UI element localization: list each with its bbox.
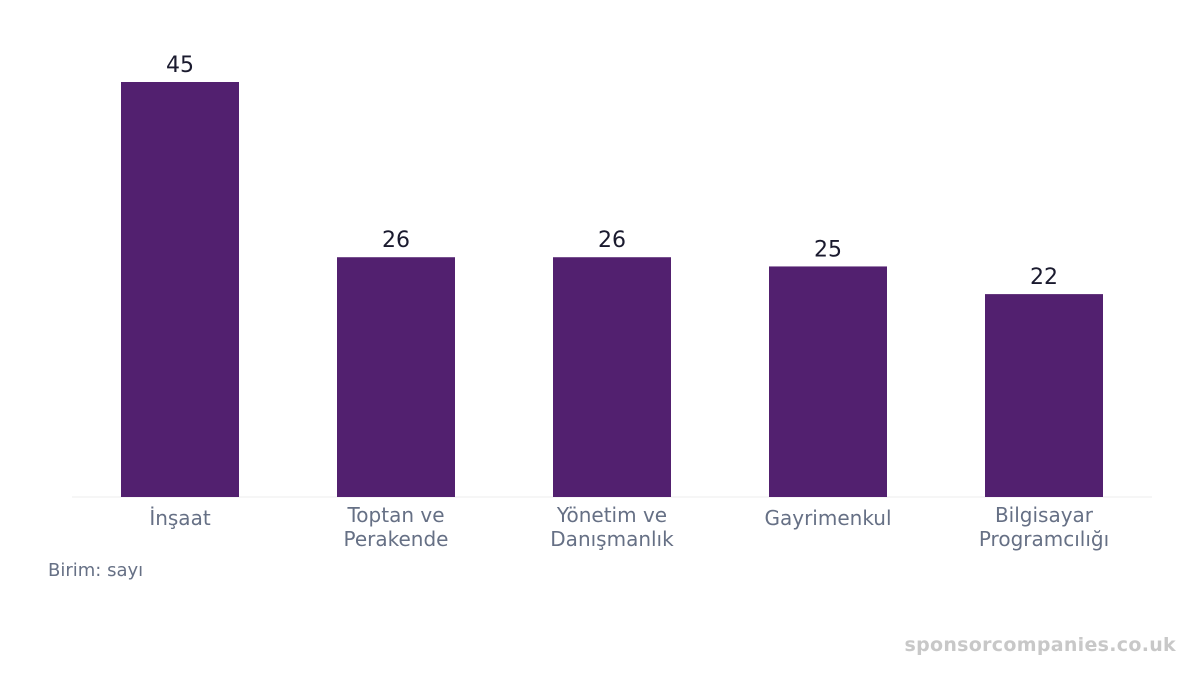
category-label-line: İnşaat bbox=[149, 506, 211, 530]
bar-chart: 45 26 26 25 22 İnşaat Toptan ve Perakende Yönet… bbox=[72, 53, 1152, 551]
category-label-line: Perakende bbox=[344, 527, 449, 551]
category-label-3: Gayrimenkul bbox=[764, 506, 891, 530]
category-label-2: Yönetim ve Danışmanlık bbox=[550, 503, 674, 551]
category-label-0: İnşaat bbox=[149, 506, 211, 530]
bar-0 bbox=[121, 82, 239, 497]
category-label-line: Bilgisayar bbox=[995, 503, 1094, 527]
value-label-1: 26 bbox=[382, 228, 410, 253]
value-labels-group: 45 26 26 25 22 bbox=[166, 53, 1058, 290]
bars-group bbox=[121, 82, 1103, 497]
unit-note: Birim: sayı bbox=[48, 560, 144, 581]
bar-1 bbox=[337, 257, 455, 497]
value-label-3: 25 bbox=[814, 237, 842, 262]
category-label-4: Bilgisayar Programcılığı bbox=[979, 503, 1109, 551]
category-label-line: Gayrimenkul bbox=[764, 506, 891, 530]
watermark: sponsorcompanies.co.uk bbox=[904, 634, 1176, 656]
category-labels-group: İnşaat Toptan ve Perakende Yönetim ve Danışm… bbox=[149, 503, 1109, 551]
bar-2 bbox=[553, 257, 671, 497]
category-label-line: Programcılığı bbox=[979, 527, 1109, 551]
category-label-line: Yönetim ve bbox=[556, 503, 667, 527]
value-label-2: 26 bbox=[598, 228, 626, 253]
bar-3 bbox=[769, 266, 887, 497]
value-label-0: 45 bbox=[166, 53, 194, 78]
value-label-4: 22 bbox=[1030, 265, 1058, 290]
category-label-1: Toptan ve Perakende bbox=[344, 503, 449, 551]
category-label-line: Danışmanlık bbox=[550, 527, 674, 551]
bar-4 bbox=[985, 294, 1103, 497]
category-label-line: Toptan ve bbox=[346, 503, 444, 527]
